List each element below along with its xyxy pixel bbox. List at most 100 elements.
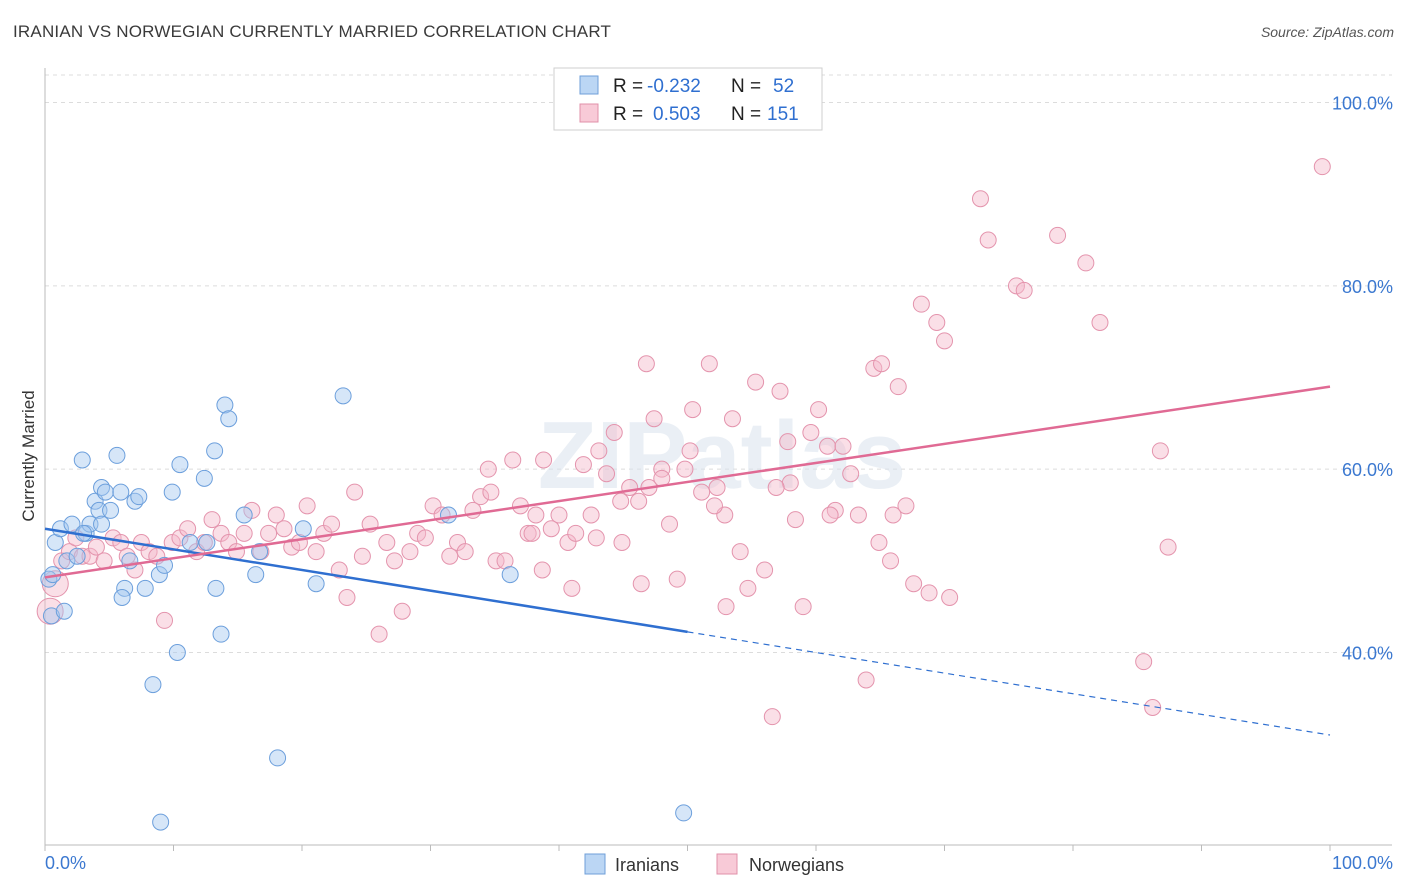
iranians-point-6 bbox=[68, 547, 86, 565]
legend-n-label-1: N = bbox=[731, 76, 761, 97]
y-tick-label-0: 40.0% bbox=[1342, 644, 1393, 664]
norwegians-point-76 bbox=[630, 492, 648, 510]
iranians-point-15 bbox=[108, 446, 126, 464]
norwegians-point-73 bbox=[605, 424, 623, 441]
norwegians-point-116 bbox=[971, 190, 989, 208]
norwegians-point-44 bbox=[378, 534, 396, 551]
iranians-point-46 bbox=[212, 625, 230, 643]
norwegians-point-77 bbox=[637, 355, 655, 373]
iranians-point-36 bbox=[294, 520, 312, 538]
norwegians-point-117 bbox=[979, 231, 997, 249]
x-tick-label-1: 100.0% bbox=[1332, 853, 1393, 873]
chart-title: IRANIAN VS NORWEGIAN CURRENTLY MARRIED C… bbox=[13, 22, 612, 41]
norwegians-point-45 bbox=[386, 552, 404, 570]
watermark: ZIPatlas bbox=[538, 402, 906, 509]
norwegians-point-112 bbox=[912, 295, 930, 313]
y-tick-label-1: 60.0% bbox=[1342, 460, 1393, 480]
norwegians-point-140 bbox=[632, 575, 650, 593]
norwegians-point-66 bbox=[550, 506, 568, 524]
norwegians-point-124 bbox=[1144, 699, 1162, 716]
legend-norwegians-label: Norwegians bbox=[749, 855, 844, 875]
norwegians-point-26 bbox=[235, 524, 253, 542]
series-legend: Iranians Norwegians bbox=[584, 853, 844, 875]
iranians-point-29 bbox=[195, 469, 213, 487]
iranians-point-38 bbox=[334, 387, 352, 405]
norwegians-point-38 bbox=[330, 561, 348, 579]
norwegians-point-56 bbox=[472, 488, 490, 506]
norwegians-point-90 bbox=[739, 579, 757, 597]
norwegians-point-37 bbox=[323, 515, 341, 533]
norwegians-point-39 bbox=[338, 589, 356, 606]
norwegians-point-16 bbox=[156, 611, 174, 629]
y-tick-label-2: 80.0% bbox=[1342, 277, 1393, 297]
norwegians-point-52 bbox=[441, 547, 459, 565]
norwegians-point-75 bbox=[621, 479, 639, 496]
norwegians-point-136 bbox=[821, 506, 839, 524]
tick-labels: 40.0% 60.0% 80.0% 100.0% 0.0% 100.0% bbox=[45, 94, 1393, 874]
iranians-point-27 bbox=[171, 456, 189, 474]
norwegians-point-139 bbox=[482, 483, 500, 501]
norwegians-point-86 bbox=[708, 479, 726, 496]
norwegians-point-96 bbox=[786, 511, 804, 529]
norwegians-point-110 bbox=[897, 497, 915, 515]
iranians-point-34 bbox=[251, 543, 269, 561]
norwegians-point-101 bbox=[826, 501, 844, 519]
y-axis-label: Currently Married bbox=[19, 390, 38, 521]
norwegians-point-81 bbox=[668, 570, 686, 588]
norwegians-point-109 bbox=[889, 378, 907, 396]
iranians-point-44 bbox=[113, 589, 131, 606]
iranians-point-41 bbox=[675, 804, 693, 822]
legend-iranians-swatch bbox=[579, 75, 599, 95]
iranians-point-51 bbox=[55, 602, 73, 620]
iranians-point-30 bbox=[206, 442, 224, 460]
legend-r-value-1: -0.232 bbox=[647, 76, 701, 97]
norwegians-point-65 bbox=[542, 520, 560, 538]
norwegians-point-134 bbox=[681, 442, 699, 460]
iranians-point-1 bbox=[42, 607, 60, 625]
norwegians-point-40 bbox=[346, 483, 364, 501]
norwegians-point-107 bbox=[873, 355, 891, 373]
norwegians-point-119 bbox=[1015, 281, 1033, 299]
norwegians-point-43 bbox=[370, 625, 388, 643]
norwegians-point-144 bbox=[884, 506, 902, 524]
norwegians-point-12 bbox=[126, 561, 144, 579]
iranians-point-26 bbox=[168, 644, 186, 661]
iranians-point-47 bbox=[247, 566, 265, 584]
norwegians-point-108 bbox=[882, 552, 900, 570]
iranians-point-13 bbox=[96, 483, 114, 501]
norwegians-point-30 bbox=[267, 506, 285, 524]
norwegians-point-120 bbox=[1049, 226, 1067, 244]
norwegians-point-79 bbox=[653, 460, 671, 478]
trend-lines bbox=[44, 385, 1331, 736]
norwegians-point-94 bbox=[771, 382, 789, 400]
norwegians-point-64 bbox=[535, 451, 553, 469]
norwegians-point-132 bbox=[523, 524, 541, 542]
norwegians-point-72 bbox=[598, 465, 616, 483]
source-label: Source: ZipAtlas.com bbox=[1260, 24, 1394, 40]
norwegians-point-57 bbox=[479, 460, 497, 478]
norwegians-point-104 bbox=[849, 506, 867, 524]
norwegians-point-82 bbox=[676, 460, 694, 478]
norwegians-point-80 bbox=[661, 515, 679, 533]
norwegians-point-71 bbox=[590, 442, 608, 460]
x-tick-label-0: 0.0% bbox=[45, 853, 86, 873]
norwegians-point-125 bbox=[1151, 442, 1169, 460]
norwegians-point-31 bbox=[275, 520, 293, 538]
norwegians-point-121 bbox=[1077, 254, 1095, 272]
norwegians-point-69 bbox=[574, 456, 592, 474]
legend-n-value-1: 52 bbox=[773, 76, 794, 97]
norwegians-point-41 bbox=[353, 547, 371, 565]
iranians-trend-solid bbox=[44, 527, 688, 634]
norwegians-point-89 bbox=[731, 543, 749, 561]
legend-r-value-2: 0.503 bbox=[653, 104, 701, 125]
stats-legend: R = -0.232 N = 52 R = 0.503 N = 151 bbox=[553, 67, 823, 131]
iranians-point-9 bbox=[81, 515, 99, 533]
legend-n-value-2: 151 bbox=[767, 104, 799, 125]
norwegians-point-47 bbox=[401, 543, 419, 561]
iranians-point-14 bbox=[102, 501, 120, 519]
iranians-point-43 bbox=[93, 515, 111, 533]
norwegians-point-143 bbox=[587, 529, 605, 547]
legend-iranians-marker bbox=[584, 853, 606, 875]
norwegians-point-19 bbox=[179, 520, 197, 538]
